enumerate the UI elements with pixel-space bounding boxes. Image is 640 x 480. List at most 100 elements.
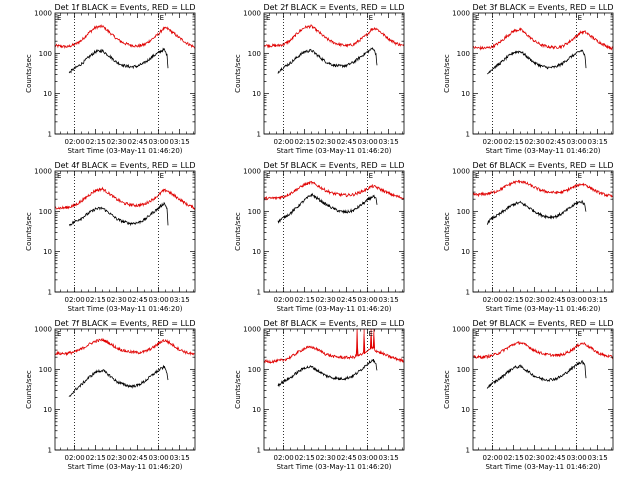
y-tick-label: 1 [48, 447, 52, 455]
x-tick-label: 02:30 [525, 138, 545, 146]
chart-panel-4: Det 4f BLACK = Events, RED = LLD E E 1 10 100… [25, 161, 196, 313]
y-axis-label: Counts/sec [25, 370, 33, 409]
y-axis-label: Counts/sec [25, 54, 33, 93]
x-tick-label: 03:15 [170, 138, 190, 146]
y-tick-label: 1 [466, 131, 470, 139]
chart-panel-7: Det 7f BLACK = Events, RED = LLD E E 1 10 100… [25, 319, 196, 471]
y-tick-label: 100 [457, 50, 470, 58]
lld-series-line [473, 179, 613, 198]
x-tick-label: 03:00 [149, 454, 169, 462]
x-axis-label: Start Time (03-May-11 01:46:20) [485, 147, 600, 155]
event-marker-end: E [160, 330, 164, 338]
x-tick-label: 03:00 [567, 454, 587, 462]
x-tick-label: 02:45 [128, 454, 148, 462]
x-tick-label: 02:00 [65, 454, 85, 462]
x-tick-label: 02:15 [86, 454, 106, 462]
lld-series-line [264, 180, 404, 201]
x-tick-label: 02:45 [337, 138, 357, 146]
y-tick-label: 1000 [34, 10, 52, 18]
x-tick-label: 02:30 [316, 296, 336, 304]
lld-series-line [55, 24, 195, 49]
x-tick-label: 03:15 [588, 138, 608, 146]
lld-series-line [55, 186, 195, 211]
x-tick-label: 02:15 [504, 296, 524, 304]
x-tick-label: 03:00 [358, 138, 378, 146]
event-marker-start: E [266, 172, 270, 180]
y-axis-label: Counts/sec [234, 370, 242, 409]
events-series-line [69, 201, 169, 227]
chart-title: Det 8f BLACK = Events, RED = LLD [263, 319, 404, 328]
event-marker-start: E [57, 14, 61, 22]
y-tick-label: 100 [248, 366, 261, 374]
event-marker-start: E [266, 330, 270, 338]
y-tick-label: 1000 [243, 326, 261, 334]
x-tick-label: 03:15 [170, 296, 190, 304]
x-tick-label: 02:00 [483, 454, 503, 462]
y-tick-label: 10 [252, 90, 261, 98]
x-tick-label: 02:45 [337, 296, 357, 304]
y-tick-label: 10 [461, 406, 470, 414]
y-tick-label: 10 [461, 90, 470, 98]
event-marker-end: E [369, 172, 373, 180]
x-tick-label: 02:15 [86, 296, 106, 304]
event-marker-start: E [475, 330, 479, 338]
x-tick-label: 02:00 [274, 296, 294, 304]
plot-frame [472, 12, 614, 135]
y-tick-label: 1 [48, 131, 52, 139]
y-tick-label: 10 [43, 406, 52, 414]
y-tick-label: 10 [43, 248, 52, 256]
chart-panel-9: Det 9f BLACK = Events, RED = LLD E E 1 10 100… [443, 319, 614, 471]
x-tick-label: 03:15 [588, 296, 608, 304]
y-tick-label: 1000 [243, 168, 261, 176]
y-tick-label: 1000 [34, 326, 52, 334]
y-tick-label: 1 [466, 447, 470, 455]
x-tick-label: 03:00 [149, 296, 169, 304]
x-tick-label: 03:15 [170, 454, 190, 462]
chart-title: Det 7f BLACK = Events, RED = LLD [54, 319, 195, 328]
chart-title: Det 5f BLACK = Events, RED = LLD [263, 161, 404, 170]
chart-panel-3: Det 3f BLACK = Events, RED = LLD E E 1 10 100… [443, 3, 614, 155]
y-axis-label: Counts/sec [234, 54, 242, 93]
y-tick-label: 1000 [452, 10, 470, 18]
y-axis-label: Counts/sec [443, 54, 451, 93]
events-series-line [486, 359, 587, 389]
y-tick-label: 10 [461, 248, 470, 256]
plot-frame [54, 328, 196, 451]
y-tick-label: 1 [257, 289, 261, 297]
events-series-line [486, 49, 587, 75]
events-series-line [68, 364, 169, 397]
event-marker-start: E [57, 172, 61, 180]
x-axis-label: Start Time (03-May-11 01:46:20) [276, 463, 391, 471]
x-tick-label: 02:30 [525, 296, 545, 304]
x-tick-label: 02:45 [546, 454, 566, 462]
event-marker-start: E [475, 172, 479, 180]
x-tick-label: 03:00 [358, 454, 378, 462]
x-tick-label: 02:30 [107, 454, 127, 462]
y-tick-label: 1 [48, 289, 52, 297]
x-tick-label: 02:15 [504, 138, 524, 146]
y-tick-label: 1000 [34, 168, 52, 176]
x-axis-label: Start Time (03-May-11 01:46:20) [485, 463, 600, 471]
event-marker-end: E [578, 14, 582, 22]
x-tick-label: 02:45 [128, 296, 148, 304]
x-axis-label: Start Time (03-May-11 01:46:20) [276, 147, 391, 155]
x-tick-label: 03:15 [379, 138, 399, 146]
plot-frame [263, 170, 405, 293]
event-marker-start: E [266, 14, 270, 22]
lld-series-line [55, 337, 195, 357]
x-tick-label: 02:30 [525, 454, 545, 462]
x-tick-label: 02:30 [107, 138, 127, 146]
event-marker-start: E [57, 330, 61, 338]
x-tick-label: 02:45 [546, 138, 566, 146]
x-tick-label: 02:15 [295, 454, 315, 462]
plot-frame [472, 328, 614, 451]
y-tick-label: 100 [457, 208, 470, 216]
x-tick-label: 02:15 [504, 454, 524, 462]
y-tick-label: 1 [257, 131, 261, 139]
x-tick-label: 03:00 [358, 296, 378, 304]
chart-panel-5: Det 5f BLACK = Events, RED = LLD E E 1 10 100… [234, 161, 405, 313]
chart-panel-2: Det 2f BLACK = Events, RED = LLD E E 1 10 100… [234, 3, 405, 155]
y-tick-label: 10 [252, 248, 261, 256]
plot-frame [54, 12, 196, 135]
chart-panel-1: Det 1f BLACK = Events, RED = LLD E E 1 10 100… [25, 3, 196, 155]
